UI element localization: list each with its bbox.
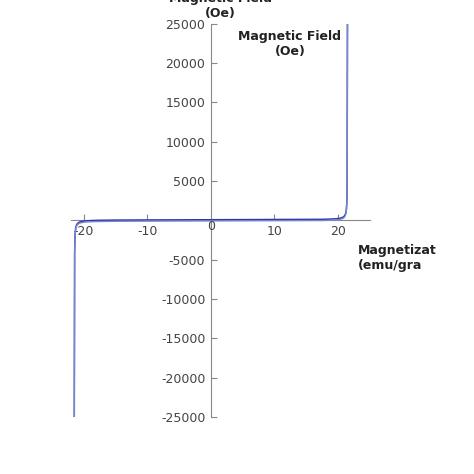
Text: Magnetic Field
(Oe): Magnetic Field (Oe) [238, 29, 341, 58]
Text: Magnetic Field
(Oe): Magnetic Field (Oe) [169, 0, 272, 20]
Text: 0: 0 [207, 220, 215, 233]
Text: Magnetizat
(emu/gra: Magnetizat (emu/gra [358, 244, 437, 272]
